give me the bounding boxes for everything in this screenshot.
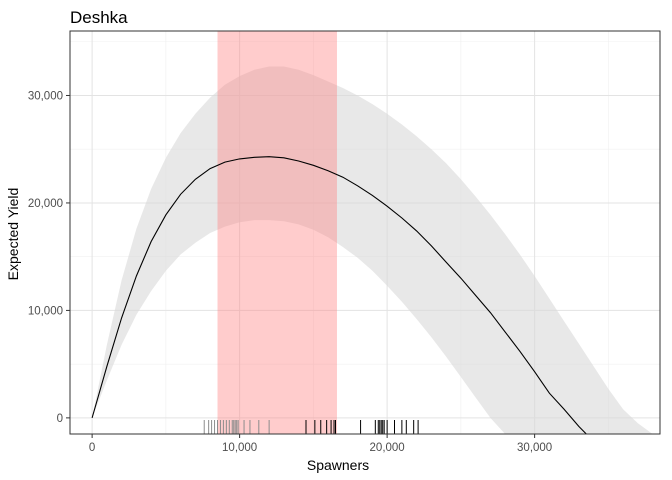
x-tick-label: 20,000: [370, 442, 405, 454]
y-axis-title: Expected Yield: [5, 188, 21, 281]
panel-border: [69, 30, 661, 435]
x-tick-label: 30,000: [517, 442, 552, 454]
plot-content: [91, 31, 653, 434]
median-yield-curve: [91, 156, 587, 434]
chart-title: Deshka: [70, 8, 128, 27]
y-tick-label: 10,000: [28, 305, 63, 317]
x-axis-title: Spawners: [307, 457, 369, 473]
optimal-range-band: [217, 31, 337, 434]
y-tick-label: 0: [57, 413, 63, 425]
y-tick-label: 30,000: [28, 90, 63, 102]
x-tick-label: 10,000: [222, 442, 257, 454]
plot-panel: 0 10,000 20,000 30,000 0 10,000 20,000 30,000: [28, 30, 661, 454]
x-tick-label: 0: [89, 442, 95, 454]
y-tick-label: 20,000: [28, 198, 63, 210]
